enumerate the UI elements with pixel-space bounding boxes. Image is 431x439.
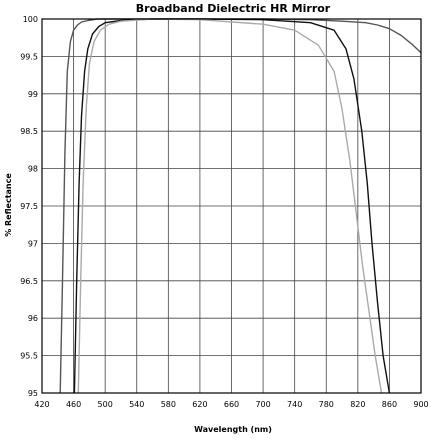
grid bbox=[41, 18, 422, 394]
y-tick-label: 99.5 bbox=[20, 52, 38, 61]
y-tick-label: 98 bbox=[28, 165, 38, 174]
y-tick-label: 97.5 bbox=[20, 202, 38, 211]
x-tick-label: 420 bbox=[34, 400, 49, 409]
series-line-3 bbox=[77, 18, 383, 394]
x-tick-label: 780 bbox=[319, 400, 334, 409]
chart-title: Broadband Dielectric HR Mirror bbox=[136, 2, 331, 15]
y-tick-label: 95.5 bbox=[20, 352, 38, 361]
x-tick-label: 460 bbox=[66, 400, 81, 409]
plot-frame bbox=[41, 18, 422, 394]
x-tick-label: 580 bbox=[161, 400, 176, 409]
x-tick-label: 660 bbox=[224, 400, 239, 409]
x-tick-label: 900 bbox=[413, 400, 428, 409]
y-tick-label: 96.5 bbox=[20, 277, 38, 286]
x-tick-labels: 420 460 500 540 580 620 660 700 740 780 820 860 900 bbox=[34, 400, 428, 409]
y-tick-label: 98.5 bbox=[20, 127, 38, 136]
y-tick-labels: 95 95.5 96 96.5 97 97.5 98 98.5 99 99.5 100 bbox=[20, 15, 38, 398]
x-axis-label: Wavelength (nm) bbox=[194, 425, 272, 434]
x-tick-label: 540 bbox=[129, 400, 144, 409]
y-tick-label: 97 bbox=[28, 239, 38, 248]
x-tick-label: 620 bbox=[192, 400, 207, 409]
x-tick-label: 740 bbox=[287, 400, 302, 409]
y-tick-label: 96 bbox=[28, 314, 38, 323]
x-tick-label: 860 bbox=[382, 400, 397, 409]
y-axis-label: % Reflectance bbox=[4, 173, 13, 237]
y-tick-label: 95 bbox=[28, 389, 38, 398]
y-tick-label: 99 bbox=[28, 90, 38, 99]
x-tick-label: 820 bbox=[350, 400, 365, 409]
x-tick-label: 700 bbox=[255, 400, 270, 409]
y-tick-label: 100 bbox=[23, 15, 38, 24]
x-tick-label: 500 bbox=[98, 400, 113, 409]
